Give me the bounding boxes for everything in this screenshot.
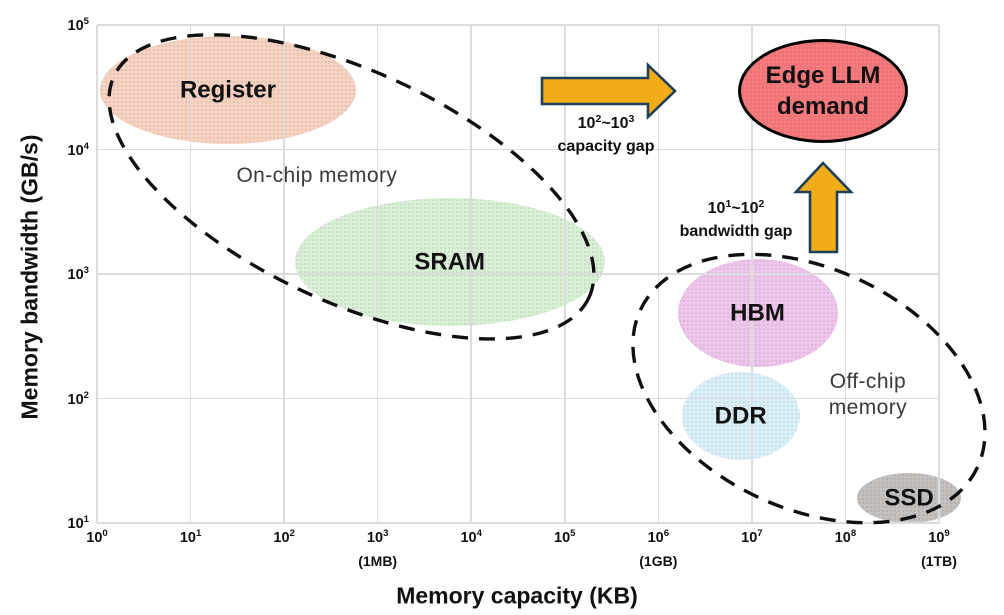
x-tick-sublabel: (1GB) — [639, 553, 678, 569]
gridline-horizontal — [97, 397, 939, 400]
x-axis-title: Memory capacity (KB) — [396, 582, 638, 609]
edge-llm-demand-ellipse — [737, 38, 908, 143]
gridline-horizontal — [97, 522, 939, 524]
x-tick-sublabel: (1MB) — [358, 553, 398, 569]
ddr-label: DDR — [714, 402, 767, 430]
x-tick-label: 108 — [834, 528, 857, 546]
hbm-label: HBM — [730, 299, 785, 327]
sram-label: SRAM — [414, 248, 486, 276]
capacity-gap-label: 102~103 capacity gap — [557, 112, 655, 156]
gridline-vertical — [96, 25, 98, 523]
bandwidth-gap-label: 101~102 bandwidth gap — [679, 197, 793, 241]
y-tick-label: 101 — [67, 514, 89, 532]
edge-llm-demand-label: Edge LLM demand — [765, 61, 881, 120]
y-tick-label: 102 — [67, 389, 89, 408]
x-tick-sublabel: (1TB) — [921, 553, 957, 569]
x-tick-label: 103 — [366, 528, 389, 546]
register-ellipse — [99, 35, 356, 144]
sram-ellipse — [294, 197, 605, 326]
y-tick-label: 103 — [67, 265, 89, 283]
gridline-horizontal — [97, 148, 939, 151]
x-tick-label: 106 — [647, 528, 670, 546]
on-chip-group-label: On-chip memory — [236, 163, 398, 187]
off-chip-group-label: Off-chip memory — [828, 369, 908, 419]
off-chip-group-outline — [631, 252, 987, 525]
gridline-horizontal — [97, 273, 939, 275]
y-tick-label: 104 — [67, 140, 89, 159]
ddr-ellipse — [681, 371, 800, 460]
x-tick-label: 109 — [928, 528, 950, 546]
ssd-label: SSD — [884, 484, 934, 512]
y-tick-label: 105 — [67, 16, 89, 34]
ssd-ellipse — [857, 473, 962, 524]
x-tick-label: 105 — [554, 528, 576, 546]
x-tick-label: 100 — [86, 528, 108, 546]
capacity-gap-arrow — [540, 61, 677, 121]
bandwidth-gap-arrow — [793, 161, 855, 254]
gridline-horizontal — [97, 24, 939, 26]
register-label: Register — [179, 76, 276, 104]
x-tick-label: 104 — [460, 528, 482, 546]
x-tick-label: 102 — [273, 528, 295, 546]
on-chip-group-outline — [107, 33, 596, 341]
x-tick-label: 101 — [179, 528, 202, 546]
hbm-ellipse — [677, 258, 838, 367]
x-tick-label: 107 — [741, 528, 763, 546]
